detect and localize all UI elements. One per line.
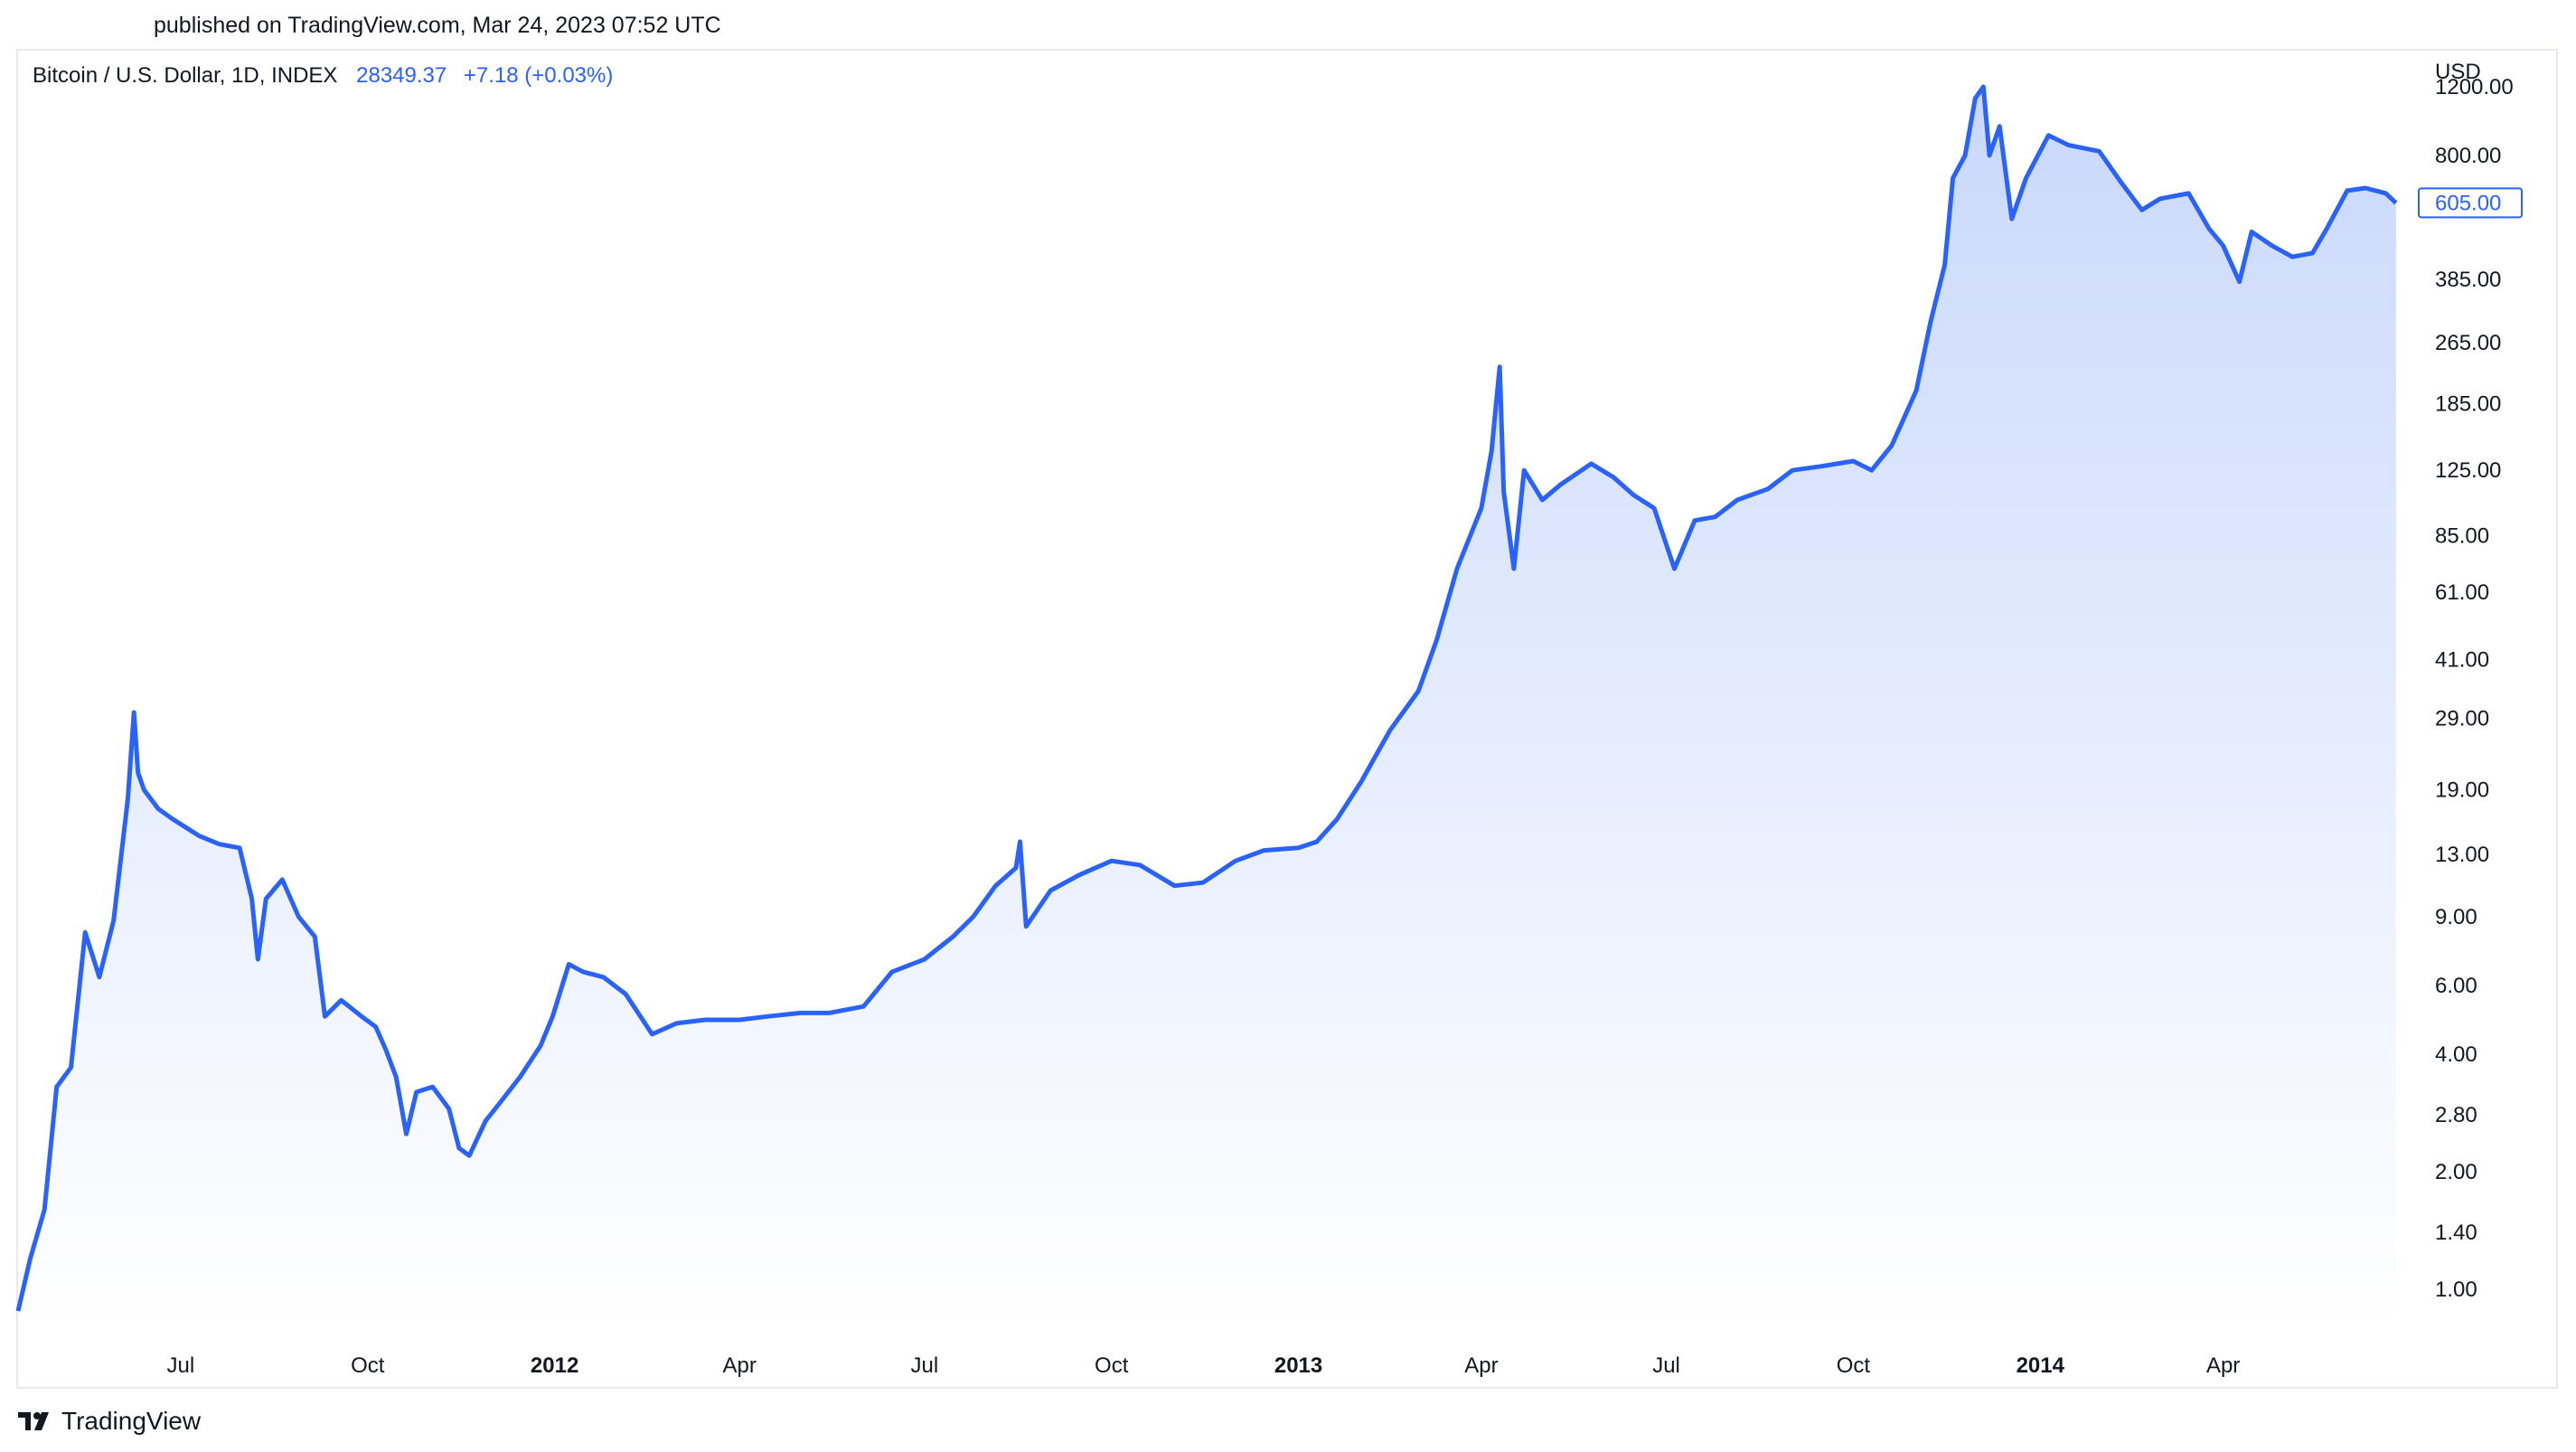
y-tick-label: 19.00	[2435, 778, 2489, 803]
y-tick-label: 9.00	[2435, 905, 2477, 929]
symbol-name[interactable]: Bitcoin / U.S. Dollar, 1D, INDEX	[33, 63, 338, 88]
y-tick-label: 13.00	[2435, 843, 2489, 867]
y-tick-label: 1200.00	[2435, 75, 2514, 99]
y-tick-label: 41.00	[2435, 647, 2489, 672]
y-tick-label: 6.00	[2435, 974, 2477, 998]
price-line[interactable]	[15, 84, 2398, 1312]
chart-frame	[16, 49, 2558, 1389]
x-tick-label: Oct	[1837, 1353, 1871, 1378]
last-price: 28349.37	[356, 63, 447, 88]
y-tick-label: 2.80	[2435, 1103, 2477, 1127]
y-tick-label: 61.00	[2435, 580, 2489, 605]
y-tick-label: 1.00	[2435, 1278, 2477, 1302]
published-caption: published on TradingView.com, Mar 24, 20…	[154, 13, 721, 38]
tradingview-logo-icon	[18, 1412, 49, 1430]
y-tick-label: 385.00	[2435, 268, 2501, 292]
x-tick-label: Apr	[1464, 1353, 1498, 1378]
x-tick-label: Apr	[2206, 1353, 2240, 1378]
y-tick-label: 125.00	[2435, 458, 2501, 483]
y-tick-label: 800.00	[2435, 144, 2501, 168]
last-price-marker	[2418, 187, 2523, 219]
y-tick-label: 29.00	[2435, 706, 2489, 731]
x-tick-label: 2012	[531, 1353, 578, 1378]
price-change: +7.18 (+0.03%)	[463, 63, 614, 88]
x-tick-label: Jul	[910, 1353, 938, 1378]
y-tick-label: 265.00	[2435, 331, 2501, 355]
price-area-fill	[18, 86, 2396, 1327]
tradingview-brand: TradingView	[61, 1407, 202, 1435]
y-tick-label: 2.00	[2435, 1160, 2477, 1184]
x-tick-label: Jul	[167, 1353, 195, 1378]
x-tick-label: Oct	[1095, 1353, 1129, 1378]
y-tick-label: 4.00	[2435, 1042, 2477, 1067]
y-tick-label: 185.00	[2435, 392, 2501, 417]
x-tick-label: 2013	[1274, 1353, 1322, 1378]
x-tick-label: Oct	[351, 1353, 385, 1378]
symbol-legend[interactable]: Bitcoin / U.S. Dollar, 1D, INDEX 28349.3…	[33, 63, 613, 89]
y-tick-label: 1.40	[2435, 1221, 2477, 1245]
last-price-marker-label: 605.00	[2435, 191, 2501, 215]
x-tick-label: Apr	[723, 1353, 757, 1378]
y-tick-label: 85.00	[2435, 524, 2489, 549]
currency-label: USD	[2435, 60, 2481, 84]
tradingview-logo[interactable]: TradingView	[18, 1407, 201, 1436]
x-tick-label: Jul	[1652, 1353, 1680, 1378]
x-tick-label: 2014	[2017, 1353, 2065, 1378]
